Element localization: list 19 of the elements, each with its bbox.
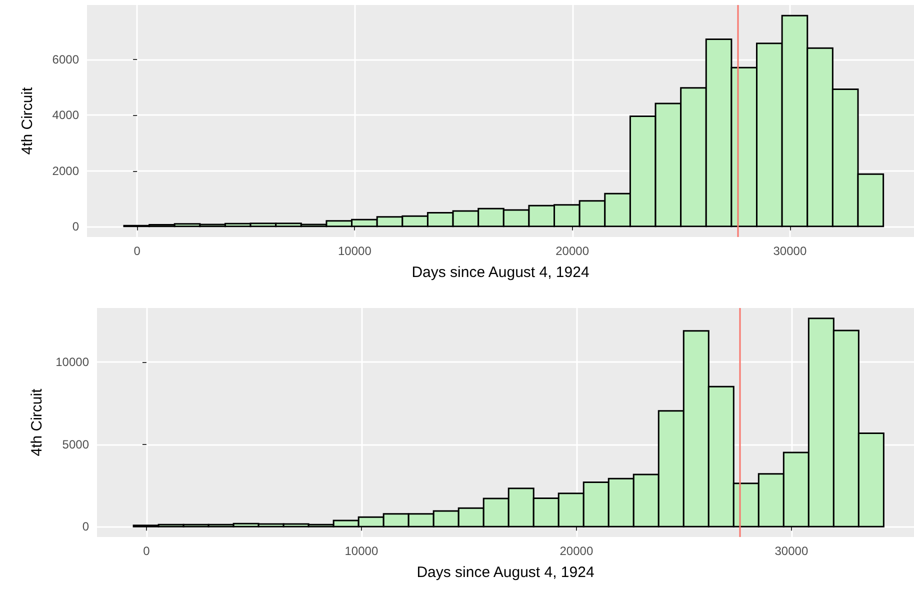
- x-tick-label: 0: [134, 244, 141, 258]
- y-axis-title: 4th Circuit: [28, 388, 46, 456]
- x-axis-title: Days since August 4, 1924: [416, 564, 594, 581]
- y-tick-label: 0: [72, 219, 80, 234]
- x-tick-label: 0: [143, 544, 150, 558]
- x-tick-label: 20000: [556, 244, 590, 258]
- y-tick-label: 5000: [62, 437, 90, 452]
- y-tick-label: 10000: [56, 355, 90, 370]
- x-tick-label: 30000: [773, 244, 807, 258]
- y-tick-label: 4000: [52, 108, 80, 122]
- x-tick-label: 20000: [560, 544, 594, 558]
- x-tick-label: 10000: [338, 244, 372, 258]
- y-tick-label: 2000: [52, 164, 80, 178]
- y-tick-label: 6000: [52, 52, 80, 67]
- y-tick-label: 0: [82, 520, 90, 534]
- x-tick-label: 30000: [774, 544, 808, 558]
- x-axis-title: Days since August 4, 1924: [412, 264, 590, 281]
- y-axis-title: 4th Circuit: [19, 86, 36, 155]
- x-tick-label: 10000: [344, 544, 378, 558]
